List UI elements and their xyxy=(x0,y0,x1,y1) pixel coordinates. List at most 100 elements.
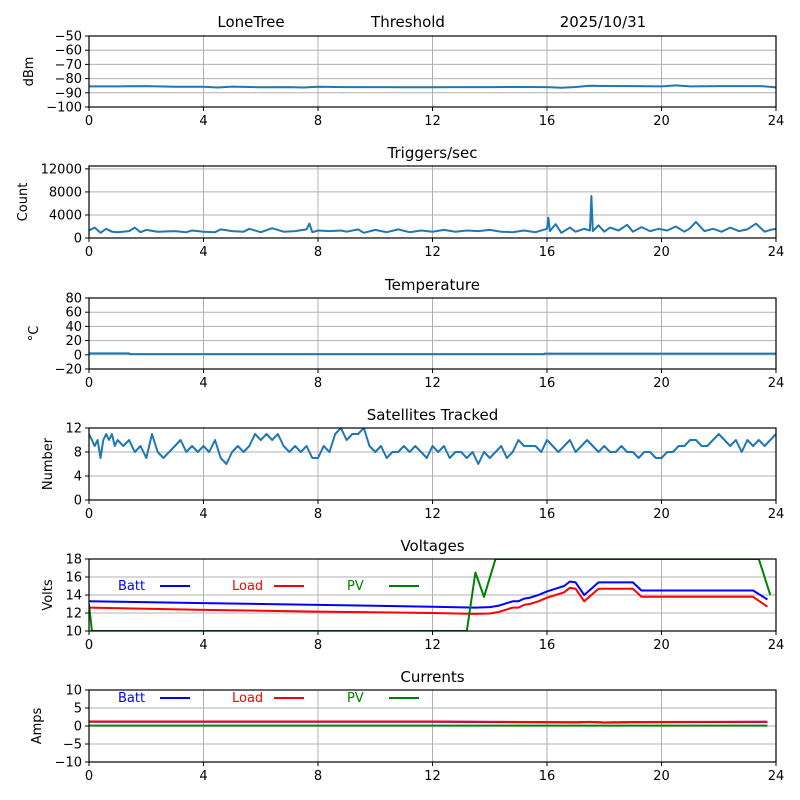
panel-title: Voltages xyxy=(400,537,464,555)
x-tick-label: 0 xyxy=(85,376,93,391)
y-tick-label: −5 xyxy=(63,738,82,753)
y-tick-label: 4000 xyxy=(49,208,82,223)
x-tick-label: 16 xyxy=(539,638,556,653)
series-line-satellites xyxy=(89,428,776,465)
legend-item-pv: PV xyxy=(347,579,419,594)
x-tick-label: 4 xyxy=(199,114,207,129)
legend: Batt Load PV xyxy=(118,579,419,594)
panel-title: Temperature xyxy=(384,276,480,294)
x-tick-label: 12 xyxy=(424,769,441,784)
gridlines xyxy=(88,35,777,108)
x-tick-label: 12 xyxy=(424,245,441,260)
legend-label: PV xyxy=(347,579,364,594)
y-tick-label: 10 xyxy=(65,684,82,699)
date-label: 2025/10/31 xyxy=(560,13,646,31)
x-tick-label: 8 xyxy=(314,638,322,653)
triggers-panel: 0 4 8 12 16 20 24 12000 8000 4000 0 Count Triggers/s… xyxy=(16,144,784,260)
legend: Batt Load PV xyxy=(118,691,419,706)
x-tick-label: 12 xyxy=(424,376,441,391)
y-axis-label: Amps xyxy=(30,707,45,744)
x-tick-label: 24 xyxy=(768,245,785,260)
y-tick-label: −50 xyxy=(55,30,82,45)
x-tick-label: 8 xyxy=(314,769,322,784)
currents-panel: 0 4 8 12 16 20 24 10 5 0 −5 −10 Amps Currents Batt Load… xyxy=(30,668,784,784)
x-tick-label: 8 xyxy=(314,376,322,391)
legend-label: Batt xyxy=(118,579,145,594)
x-tick-label: 16 xyxy=(539,769,556,784)
legend-label: PV xyxy=(347,691,364,706)
y-tick-label: −60 xyxy=(55,44,82,59)
y-tick-label: 4 xyxy=(74,470,82,485)
y-tick-label: 20 xyxy=(65,334,82,349)
x-tick-label: 4 xyxy=(199,507,207,522)
x-tick-label: 8 xyxy=(314,114,322,129)
x-tick-label: 4 xyxy=(199,245,207,260)
gridlines xyxy=(88,558,777,632)
legend-item-load: Load xyxy=(232,691,304,706)
series-line-batt xyxy=(89,580,768,609)
series-line-pv xyxy=(89,559,772,631)
satellites-panel: 0 4 8 12 16 20 24 12 8 4 0 Number Satellites Tracked xyxy=(41,406,784,522)
signal-panel: 0 4 8 12 16 20 24 −50−60−70−80−90−100 dBm xyxy=(22,30,784,130)
x-tick-label: 20 xyxy=(653,114,670,129)
legend-item-batt: Batt xyxy=(118,579,190,594)
series-line-triggers xyxy=(89,195,776,234)
y-tick-label: 12 xyxy=(65,422,82,437)
series-line-signal xyxy=(89,84,776,89)
x-tick-label: 8 xyxy=(314,245,322,260)
x-tick-label: 4 xyxy=(199,638,207,653)
x-tick-label: 12 xyxy=(424,507,441,522)
y-tick-label: −10 xyxy=(55,756,82,771)
x-tick-label: 16 xyxy=(539,507,556,522)
y-axis-label: Number xyxy=(41,437,56,490)
x-tick-label: 4 xyxy=(199,769,207,784)
x-tick-label: 24 xyxy=(768,769,785,784)
x-tick-label: 8 xyxy=(314,507,322,522)
y-tick-label: 18 xyxy=(65,553,82,568)
y-tick-label: 40 xyxy=(65,320,82,335)
x-tick-label: 0 xyxy=(85,638,93,653)
y-tick-label: −90 xyxy=(55,86,82,101)
y-tick-label: 8000 xyxy=(49,185,82,200)
y-tick-label: 60 xyxy=(65,306,82,321)
x-tick-label: 24 xyxy=(768,638,785,653)
x-tick-label: 0 xyxy=(85,114,93,129)
y-tick-label: 12 xyxy=(65,607,82,622)
x-tick-label: 20 xyxy=(653,769,670,784)
y-tick-label: 5 xyxy=(74,702,82,717)
legend-label: Batt xyxy=(118,691,145,706)
station-name: LoneTree xyxy=(217,13,284,31)
x-tick-label: 12 xyxy=(424,638,441,653)
x-tick-label: 24 xyxy=(768,507,785,522)
x-tick-label: 20 xyxy=(653,376,670,391)
y-tick-label: 16 xyxy=(65,571,82,586)
x-tick-label: 16 xyxy=(539,376,556,391)
y-tick-label: −80 xyxy=(55,72,82,87)
y-tick-label: 8 xyxy=(74,446,82,461)
figure-header: LoneTree Threshold 2025/10/31 xyxy=(217,13,646,31)
panel-title: Satellites Tracked xyxy=(367,406,498,424)
x-tick-label: 16 xyxy=(539,245,556,260)
y-tick-label: −70 xyxy=(55,58,82,73)
series-line-load xyxy=(89,720,768,724)
x-tick-label: 20 xyxy=(653,638,670,653)
panel-title: Currents xyxy=(400,668,464,686)
y-tick-label: 0 xyxy=(74,494,82,509)
y-tick-label: 0 xyxy=(74,348,82,363)
x-tick-label: 20 xyxy=(653,245,670,260)
legend-item-pv: PV xyxy=(347,691,419,706)
x-tick-label: 24 xyxy=(768,376,785,391)
x-tick-label: 12 xyxy=(424,114,441,129)
y-axis-label: Count xyxy=(16,183,31,222)
y-tick-label: −100 xyxy=(46,101,82,116)
y-tick-label: 10 xyxy=(65,625,82,640)
y-tick-label: 14 xyxy=(65,589,82,604)
y-tick-label: 0 xyxy=(74,720,82,735)
mode-label: Threshold xyxy=(370,13,445,31)
voltages-panel: 0 4 8 12 16 20 24 18 16 14 12 10 Volts Voltages Batt Lo… xyxy=(41,537,784,653)
series-line-temperature xyxy=(89,352,776,356)
y-tick-label: 80 xyxy=(65,292,82,307)
gridlines xyxy=(88,297,777,370)
legend-label: Load xyxy=(232,691,263,706)
